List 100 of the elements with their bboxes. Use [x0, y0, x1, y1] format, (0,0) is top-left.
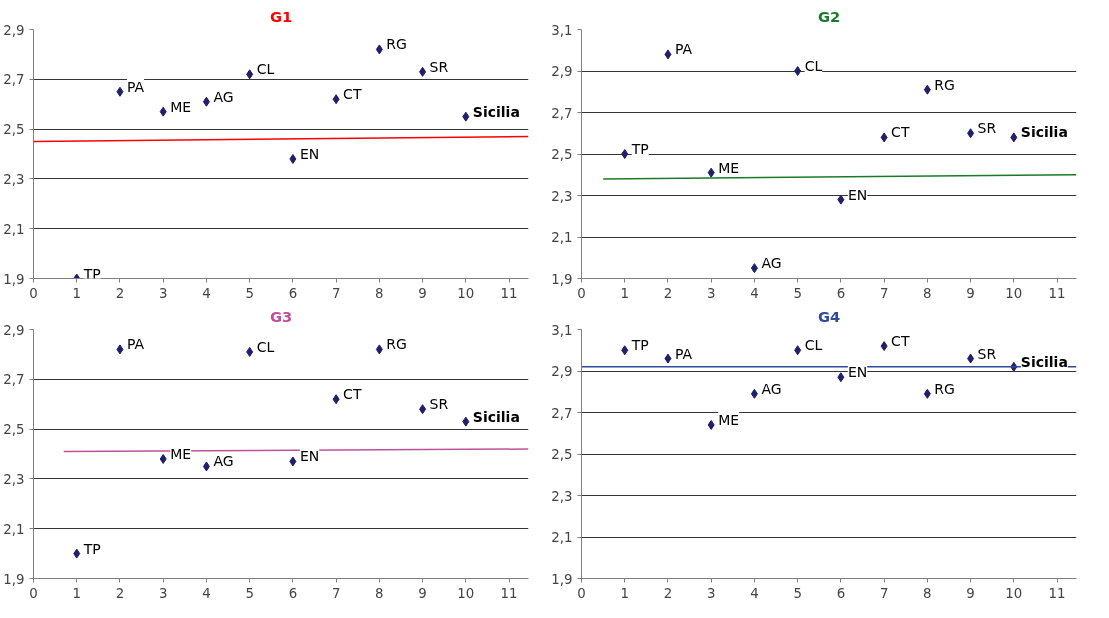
annotation: EN: [847, 186, 868, 203]
annotation: ME: [170, 445, 192, 462]
y-tick-label: 2,7: [551, 105, 573, 121]
annotation: RG: [386, 36, 407, 53]
annotation: PA: [126, 78, 145, 95]
y-tick-label: 1,9: [551, 271, 573, 287]
x-tick-label: 8: [375, 585, 384, 601]
y-tick-label: 2,3: [3, 471, 25, 487]
x-tick-label: 6: [836, 585, 846, 601]
x-tick-label: 5: [793, 585, 802, 601]
y-tick-label: 1,9: [551, 571, 573, 587]
annotation: AG: [213, 88, 234, 105]
x-tick-label: 6: [288, 585, 298, 601]
annotation: RG: [386, 336, 407, 353]
x-tick-label: 3: [706, 285, 716, 301]
x-tick-label: 10: [457, 285, 475, 301]
y-tick-label: 2,5: [3, 122, 25, 138]
x-tick-label: 7: [331, 585, 341, 601]
x-tick-label: 9: [418, 585, 427, 601]
x-tick-label: 6: [836, 285, 846, 301]
annotation: ME: [170, 98, 192, 115]
x-tick-label: 7: [879, 585, 889, 601]
y-tick-label: 2,1: [3, 221, 25, 237]
annotation: CL: [256, 61, 275, 78]
y-tick-label: 2,1: [551, 230, 573, 245]
annotation: TP: [82, 540, 101, 557]
x-tick-label: 7: [879, 285, 889, 301]
x-tick-label: 4: [750, 285, 759, 301]
y-tick-label: 2,5: [551, 447, 573, 462]
y-tick-label: 2,7: [3, 372, 25, 388]
x-tick-label: 4: [202, 585, 211, 601]
x-tick-label: 10: [1005, 585, 1023, 601]
x-tick-label: 2: [663, 585, 673, 601]
annotation: SR: [429, 58, 449, 75]
chart-title: G1: [269, 7, 293, 25]
x-tick-label: 8: [923, 285, 932, 301]
annotation: SR: [977, 120, 997, 137]
x-tick-label: 11: [500, 285, 518, 301]
annotation: CL: [256, 338, 275, 355]
annotation: Sicilia: [472, 408, 520, 425]
annotation: CL: [804, 337, 823, 354]
y-tick-label: 2,1: [551, 530, 573, 545]
x-tick-label: 11: [1048, 285, 1066, 301]
annotation: ME: [718, 411, 740, 428]
x-tick-label: 11: [1048, 585, 1066, 601]
x-tick-label: 0: [29, 285, 38, 301]
y-tick-label: 2,3: [551, 188, 573, 204]
x-tick-label: 9: [966, 585, 975, 601]
x-tick-label: 6: [288, 285, 298, 301]
y-tick-label: 2,7: [551, 405, 573, 421]
annotation: PA: [674, 345, 693, 362]
chart-title: G3: [269, 307, 293, 325]
x-tick-label: 4: [750, 585, 759, 601]
x-tick-label: 0: [577, 285, 586, 301]
annotation: SR: [429, 396, 449, 413]
x-tick-label: 8: [375, 285, 384, 301]
x-tick-label: 8: [923, 585, 932, 601]
annotation: CT: [891, 124, 910, 141]
x-tick-label: 0: [29, 585, 38, 601]
annotation: Sicilia: [1020, 353, 1068, 370]
annotation: AG: [213, 453, 234, 470]
annotation: TP: [630, 141, 649, 157]
x-tick-label: 7: [331, 285, 341, 301]
x-tick-label: 9: [966, 285, 975, 301]
annotation: CT: [891, 333, 910, 350]
annotation: PA: [674, 41, 693, 58]
annotation: RG: [934, 76, 955, 93]
annotation: SR: [977, 345, 997, 362]
annotation: EN: [847, 364, 868, 381]
y-tick-label: 1,9: [3, 271, 25, 287]
x-tick-label: 2: [115, 285, 125, 301]
annotation: PA: [126, 336, 145, 353]
x-tick-label: 4: [202, 285, 211, 301]
annotation: CT: [343, 86, 362, 103]
x-tick-label: 1: [620, 585, 629, 601]
annotation: TP: [630, 337, 649, 354]
x-tick-label: 9: [418, 285, 427, 301]
x-tick-label: 1: [72, 585, 81, 601]
chart-title: G4: [817, 307, 841, 325]
y-tick-label: 2,9: [3, 322, 25, 338]
y-tick-label: 2,9: [3, 22, 25, 38]
y-tick-label: 2,3: [3, 171, 25, 187]
y-tick-label: 1,9: [3, 571, 25, 587]
annotation: EN: [299, 145, 320, 162]
y-tick-label: 2,9: [551, 364, 573, 379]
annotation: CL: [804, 58, 823, 74]
y-tick-label: 2,1: [3, 521, 25, 537]
annotation: TP: [82, 265, 101, 282]
x-tick-label: 3: [158, 285, 168, 301]
annotation: Sicilia: [1020, 124, 1068, 141]
x-tick-label: 1: [620, 285, 629, 301]
y-tick-label: 3,1: [551, 22, 573, 38]
x-tick-label: 2: [663, 285, 673, 301]
y-tick-label: 2,3: [551, 488, 573, 504]
x-tick-label: 5: [793, 285, 802, 301]
x-tick-label: 2: [115, 585, 125, 601]
y-tick-label: 2,5: [3, 422, 25, 438]
annotation: RG: [934, 380, 955, 397]
annotation: ME: [718, 159, 740, 176]
x-tick-label: 0: [577, 585, 586, 601]
